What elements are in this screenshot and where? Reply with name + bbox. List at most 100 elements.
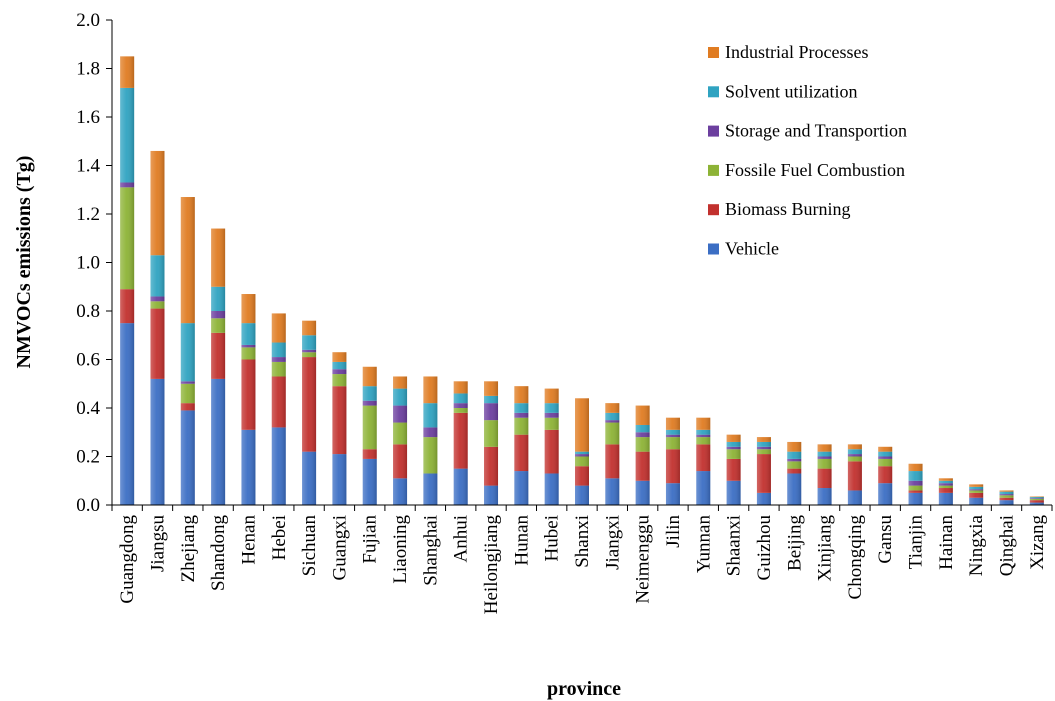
bar-segment-shading (969, 490, 984, 493)
bar-stack (847, 444, 862, 505)
bar-segment-shading (453, 468, 468, 505)
bar-segment-shading (1029, 500, 1044, 503)
bar-segment-shading (726, 458, 741, 481)
bar-segment-shading (362, 366, 377, 387)
bar-segment-shading (514, 417, 529, 435)
bar-segment-shading (271, 313, 286, 343)
bar-segment-shading (484, 403, 499, 421)
bar-segment-shading (999, 497, 1014, 501)
x-tick-label: Chongqing (845, 515, 866, 600)
x-tick-label: Hainan (936, 515, 957, 570)
bar-segment-shading (726, 449, 741, 459)
legend-label: Vehicle (725, 239, 779, 259)
bar-segment-shading (878, 446, 893, 452)
bar-segment-shading (393, 376, 408, 389)
x-tick-label: Xizang (1027, 515, 1048, 570)
bar-segment-shading (120, 87, 135, 183)
bar-segment-shading (362, 400, 377, 406)
bar-stack (605, 403, 620, 505)
legend: Industrial Processes Solvent utilization S… (708, 42, 907, 259)
bar-stack (271, 313, 286, 505)
bar-segment-shading (302, 349, 317, 353)
bar-stack (696, 417, 711, 505)
x-tick-label: Yunnan (693, 515, 714, 574)
y-axis-title: NMVOCs emissions (Tg) (13, 156, 35, 369)
bar-segment-shading (847, 456, 862, 462)
bars-layer (120, 56, 1044, 505)
bar-segment-shading (362, 386, 377, 401)
bar-segment-shading (635, 432, 650, 438)
bar-segment-shading (211, 318, 226, 333)
x-tick-label: Hunan (511, 515, 532, 566)
bar-segment-shading (332, 369, 347, 375)
bar-stack (362, 366, 377, 505)
bar-segment-shading (726, 441, 741, 447)
x-tick-label: Hebei (269, 515, 290, 560)
bar-stack (393, 376, 408, 505)
bar-segment-shading (665, 417, 680, 430)
bar-segment-shading (1029, 498, 1044, 501)
bar-segment-shading (575, 456, 589, 467)
bar-segment-shading (484, 420, 499, 447)
bar-segment-shading (1029, 498, 1044, 499)
legend-label: Industrial Processes (725, 42, 868, 62)
bar-stack (423, 376, 438, 505)
bar-segment-shading (605, 422, 620, 445)
bar-segment-shading (484, 395, 499, 404)
bar-segment-shading (241, 344, 256, 348)
bar-stack (575, 398, 589, 505)
bar-segment-shading (393, 478, 408, 505)
bar-segment-shading (241, 429, 256, 505)
x-tick-label: Jiangxi (602, 515, 623, 570)
bar-segment-shading (484, 485, 499, 505)
bar-segment-shading (332, 374, 347, 387)
bar-segment-shading (544, 417, 559, 430)
legend-swatch (708, 86, 719, 98)
bar-segment-shading (726, 480, 741, 505)
bar-stack (635, 405, 650, 505)
bar-segment-shading (756, 492, 771, 505)
x-tick-label: Beijing (784, 515, 805, 571)
bar-stack (453, 381, 468, 505)
bar-segment-shading (696, 471, 711, 505)
x-tick-label: Ningxia (966, 514, 987, 576)
bar-segment-shading (847, 454, 862, 457)
bar-segment-shading (787, 473, 802, 505)
x-tick-label: Shanxi (572, 515, 593, 568)
bar-stack (969, 484, 984, 505)
bar-segment-shading (150, 301, 165, 309)
bar-stack (1029, 496, 1044, 505)
bar-segment-shading (999, 494, 1014, 496)
bar-segment-shading (756, 454, 771, 493)
y-tick-label: 0.4 (76, 398, 100, 419)
bar-segment-shading (332, 454, 347, 505)
legend-label: Fossile Fuel Combustion (725, 160, 905, 180)
bar-segment-shading (271, 361, 286, 377)
bar-segment-shading (271, 357, 286, 362)
bar-stack (878, 446, 893, 505)
legend-label: Storage and Transportion (725, 121, 907, 141)
bar-segment-shading (938, 485, 953, 489)
bar-segment-shading (211, 311, 226, 319)
bar-segment-shading (180, 197, 195, 324)
bar-segment-shading (544, 473, 559, 505)
legend-label: Biomass Burning (725, 199, 851, 219)
x-tick-label: Guangxi (329, 515, 350, 580)
bar-segment-shading (271, 427, 286, 505)
bar-segment-shading (332, 352, 347, 362)
bar-segment-shading (575, 454, 589, 457)
bar-segment-shading (969, 484, 984, 487)
bar-stack (544, 388, 559, 505)
bar-segment-shading (180, 383, 195, 404)
bar-segment-shading (969, 492, 984, 498)
bar-segment-shading (211, 228, 226, 287)
bar-segment-shading (696, 444, 711, 472)
bar-segment-shading (665, 434, 680, 438)
bar-segment-shading (514, 471, 529, 505)
bar-segment-shading (878, 451, 893, 457)
bar-segment-shading (575, 485, 589, 505)
axes-layer (106, 19, 1053, 511)
bar-segment-shading (908, 485, 923, 491)
bar-segment-shading (969, 489, 984, 491)
